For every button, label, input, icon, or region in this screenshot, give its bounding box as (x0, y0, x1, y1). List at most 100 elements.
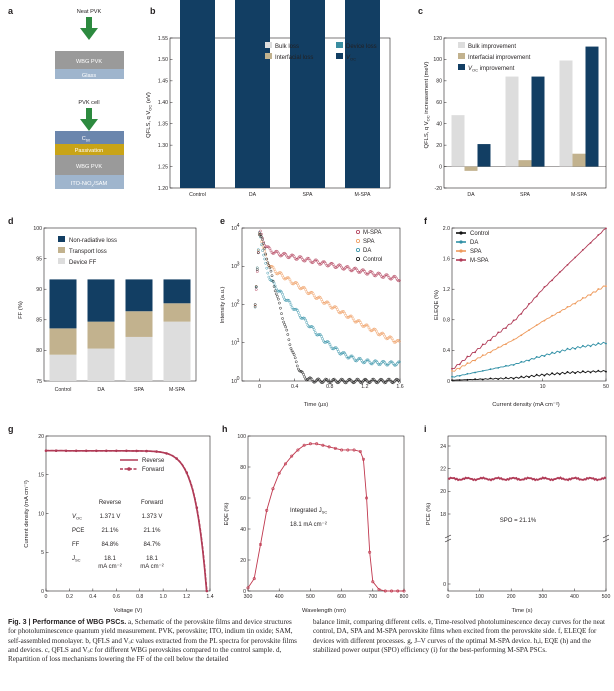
i-xtick-label: 200 (507, 594, 516, 600)
i-ylabel: PCE (%) (426, 503, 432, 526)
e-ytick-exponent: 3 (237, 261, 240, 267)
e-point-control (264, 252, 268, 256)
b-ytick-label: 1.55 (158, 36, 168, 42)
f-point-control (466, 378, 469, 381)
d-bar-device-ff-control (49, 354, 77, 381)
h-eqe-point (315, 442, 319, 446)
b-category-label: DA (249, 192, 257, 198)
panel-h-eqe-chart: h EQE (%) Wavelength (nm) 0 20 40 60 80 100 30… (222, 424, 409, 614)
e-point-m-spa (333, 266, 337, 269)
b-category-label: M-SPA (354, 192, 371, 198)
i-axes-frame (447, 435, 607, 592)
b-ytick-label: 1.30 (158, 143, 168, 149)
f-point-spa (574, 302, 577, 305)
e-point-da (265, 266, 269, 270)
e-point-control (367, 381, 371, 385)
e-legend-m-spa: M-SPA (363, 230, 382, 236)
figure-caption: Fig. 3 | Performance of WBG PSCs. a, Sch… (8, 618, 606, 664)
b-ytick-label: 1.20 (158, 186, 168, 192)
e-point-da (304, 318, 308, 322)
g-ytick-label: 10 (38, 511, 44, 517)
e-point-spa (369, 329, 373, 333)
e-point-spa (280, 272, 283, 276)
g-table-jsc-forward: 18.1 (146, 556, 158, 562)
f-point-m-spa (566, 264, 569, 266)
d-bar-non-radiative-loss-spa (125, 279, 153, 312)
b-bar-v-oc-control (180, 0, 215, 189)
e-xtick-label: 0.4 (291, 384, 298, 390)
f-point-spa (489, 351, 492, 354)
e-point-spa (278, 271, 281, 274)
g-point-forward (44, 449, 48, 452)
g-point-forward (125, 449, 128, 453)
e-point-control (259, 233, 262, 236)
b-legend-swatch-device (336, 42, 343, 48)
f-point-m-spa (466, 355, 469, 358)
f-point-spa (605, 285, 607, 288)
e-point-control (336, 381, 339, 385)
e-point-da (298, 313, 301, 317)
c-ytick-label: -20 (435, 186, 443, 192)
e-legend-spa: SPA (363, 239, 375, 245)
g-table-header-reverse: Reverse (99, 500, 122, 506)
g-legend-forward: Forward (142, 467, 164, 473)
h-xtick-label: 600 (337, 594, 346, 600)
e-point-control (295, 364, 299, 368)
h-eqe-point (271, 487, 275, 491)
d-bar-transport-loss-control (49, 328, 77, 355)
e-point-da (288, 300, 292, 304)
h-xtick-label: 400 (275, 594, 284, 600)
h-eqe-line (247, 443, 404, 592)
panel-label-a: a (8, 6, 14, 16)
e-point-spa (281, 274, 284, 278)
e-point-da (253, 305, 257, 309)
e-point-da (349, 354, 353, 358)
f-legend-spa: SPA (470, 249, 482, 255)
e-point-spa (297, 284, 300, 288)
caption-left: Fig. 3 | Performance of WBG PSCs. a, Sch… (8, 618, 301, 664)
g-xtick-label: 1.0 (160, 594, 167, 600)
e-point-da (365, 358, 369, 362)
b-legend-swatch-bulk (265, 42, 272, 48)
e-point-spa (341, 309, 344, 313)
f-point-control (543, 374, 546, 377)
h-xtick-label: 800 (400, 594, 409, 600)
panel-label-g: g (8, 424, 14, 434)
e-point-da (381, 360, 384, 363)
e-point-spa (263, 249, 266, 253)
f-point-spa (551, 314, 553, 317)
g-xtick-label: 1.2 (183, 594, 190, 600)
e-legend-marker-control (355, 257, 360, 262)
f-point-da (605, 342, 607, 345)
e-point-da (263, 257, 266, 261)
f-point-control (574, 372, 577, 375)
d-legend-swatch-nonrad (58, 236, 65, 242)
f-point-spa (543, 319, 546, 322)
f-point-m-spa (451, 367, 453, 370)
h-eqe-point (333, 446, 337, 450)
f-point-m-spa (474, 351, 476, 354)
e-point-da (267, 275, 271, 279)
e-point-control (268, 266, 272, 270)
f-xtick-label: 50 (603, 384, 609, 390)
g-point-forward (205, 589, 209, 593)
d-bar-non-radiative-loss-control (49, 279, 77, 329)
e-legend-da: DA (363, 248, 371, 254)
i-axis-break-left (444, 534, 452, 543)
e-point-da (313, 331, 317, 334)
c60-layer (55, 131, 124, 144)
d-legend: Non-radiative loss Transport loss Device… (58, 236, 117, 266)
g-point-forward (84, 449, 88, 453)
e-legend-marker-m-spa (355, 229, 360, 234)
h-annotation-line2: 18.1 mA cm⁻² (290, 522, 327, 528)
h-eqe-point (340, 448, 344, 452)
d-bar-transport-loss-spa (125, 311, 153, 337)
e-ytick-exponent: 0 (237, 376, 240, 382)
neat-pvk-title: Neat PVK (77, 9, 102, 15)
panel-a-schematic: a Neat PVK WBG PVK Glass PVK cell C60 Pa… (8, 6, 124, 189)
c-bar-interfacial-improvement-m-spa (572, 153, 586, 167)
b-ytick-label: 1.25 (158, 164, 168, 170)
f-point-da (543, 355, 546, 357)
h-eqe-point (308, 442, 312, 446)
e-point-spa (350, 315, 354, 319)
